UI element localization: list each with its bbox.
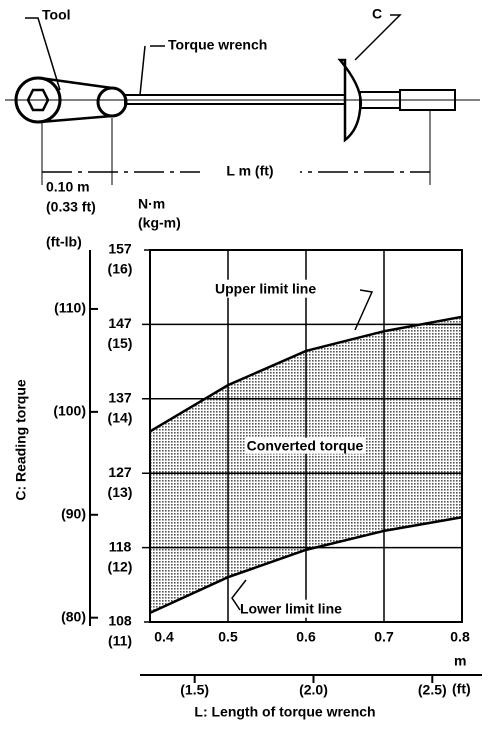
x-axis-label: L: Length of torque wrench	[194, 704, 375, 720]
y2-tick-label: (80)	[61, 608, 86, 624]
y-tick-label: 108	[108, 613, 132, 629]
x-unit: m	[454, 653, 466, 669]
y-tick-label: 157	[108, 241, 132, 257]
y-unit2: (kg-m)	[138, 215, 181, 231]
annotation: Lower limit line	[240, 601, 342, 617]
y2-tick-label: (110)	[54, 300, 86, 316]
leader-lines	[25, 14, 402, 96]
y2-unit: (ft-lb)	[46, 234, 82, 250]
kg-tick-label: (14)	[108, 410, 133, 426]
annotation: Upper limit line	[215, 281, 316, 297]
offset-ft: (0.33 ft)	[46, 199, 96, 215]
x-tick-label: 0.4	[154, 629, 174, 645]
drive-head	[96, 86, 128, 118]
plot-frame	[149, 249, 463, 623]
x-tick-label: 0.5	[218, 629, 238, 645]
annotation-bg	[238, 599, 345, 618]
tool-label: Tool	[42, 7, 71, 23]
kg-tick-label: (11)	[108, 633, 132, 649]
offset-m: 0.10 m	[46, 179, 90, 195]
leader	[354, 289, 374, 331]
kg-tick-label: (15)	[108, 335, 133, 351]
x2-unit: (ft)	[452, 681, 471, 697]
length-label: L m (ft)	[226, 163, 273, 179]
x2-tick-label: (2.0)	[299, 682, 328, 698]
annotation-bg	[213, 279, 319, 298]
y-tick-label: 127	[108, 464, 132, 480]
x-tick-label: 0.6	[296, 629, 316, 645]
leader	[231, 579, 247, 611]
x2-tick-label: (1.5)	[180, 682, 209, 698]
wrench-diagram: Tool Torque wrench C L m (ft) 0.10 m (0.…	[5, 6, 480, 215]
kg-tick-label: (13)	[108, 484, 133, 500]
kg-tick-label: (12)	[108, 558, 133, 574]
c-label: C	[372, 6, 382, 22]
kg-tick-label: (16)	[108, 261, 133, 277]
y-axis-label: C: Reading torque	[13, 379, 29, 501]
x-tick-label: 0.8	[450, 629, 470, 645]
y2-tick-label: (90)	[61, 505, 86, 521]
y-tick-label: 137	[108, 390, 132, 406]
wrench-label: Torque wrench	[168, 37, 267, 53]
dim-gap	[200, 164, 300, 180]
y-tick-label: 118	[109, 538, 132, 554]
annotation-bg	[244, 437, 366, 454]
handle-c	[337, 58, 363, 143]
tool-lever	[39, 76, 113, 124]
annotation: Converted torque	[247, 438, 364, 454]
y-tick-label: 147	[108, 315, 132, 331]
x2-tick-label: (2.5)	[418, 682, 447, 698]
y2-tick-label: (100)	[53, 403, 86, 419]
grip	[399, 89, 456, 111]
y-unit: N·m	[138, 196, 165, 212]
x-tick-label: 0.7	[374, 629, 394, 645]
